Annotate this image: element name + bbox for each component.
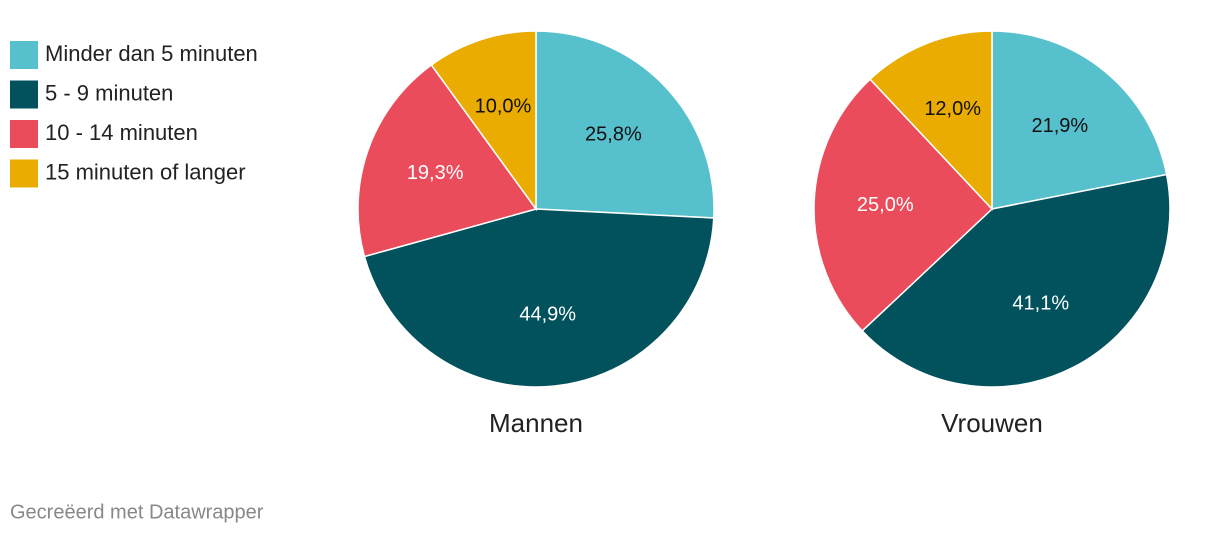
pie-slice	[357, 63, 538, 258]
value-label: 44,9%	[519, 303, 576, 325]
value-label: 25,8%	[585, 124, 642, 146]
legend-swatch	[10, 159, 38, 188]
pie-slice	[430, 30, 537, 212]
legend-swatch	[10, 80, 38, 109]
value-label: 12,0%	[924, 98, 981, 120]
value-label: 10,0%	[475, 96, 532, 118]
pie-slice	[813, 78, 994, 332]
pie-slice	[861, 173, 1171, 388]
legend-label: 10 - 14 minuten	[45, 120, 198, 145]
pie-title: Vrouwen	[941, 408, 1043, 438]
footer: Gecreëerd met Datawrapper	[10, 501, 264, 523]
legend-label: Minder dan 5 minuten	[45, 41, 258, 66]
value-label: 41,1%	[1012, 292, 1069, 314]
pie-slice	[363, 208, 715, 388]
value-label: 25,0%	[857, 194, 914, 216]
legend-swatch	[10, 120, 38, 148]
pie-slice	[991, 30, 1168, 210]
pie-slice	[535, 30, 715, 219]
pie-slice	[869, 30, 993, 211]
value-label: 19,3%	[407, 162, 464, 184]
legend-swatch	[10, 41, 38, 69]
value-label: 21,9%	[1031, 115, 1088, 137]
legend-label: 5 - 9 minuten	[45, 80, 173, 105]
legend-label: 15 minuten of langer	[45, 159, 246, 184]
pie-title: Mannen	[489, 408, 583, 438]
